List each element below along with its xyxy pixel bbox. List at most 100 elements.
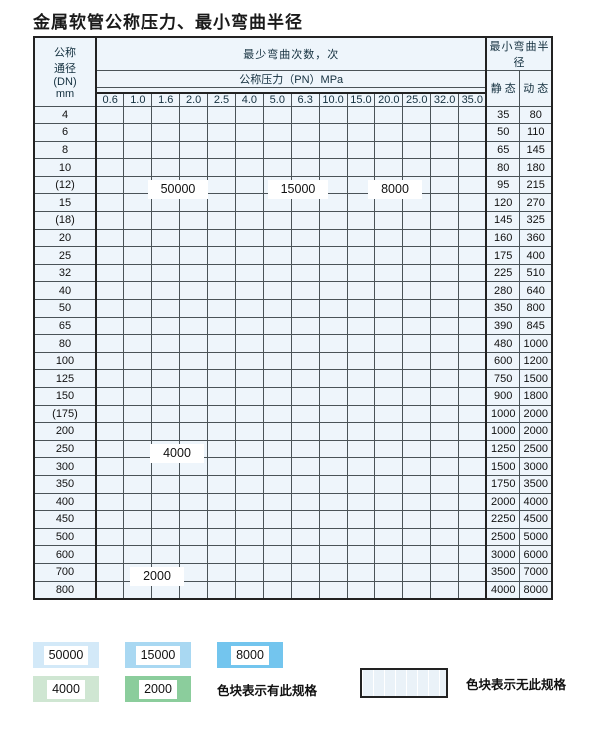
cell-spec	[234, 387, 264, 406]
cell-radius-dynamic: 3000	[518, 457, 553, 476]
cell-spec	[95, 351, 125, 371]
legend-swatch-label: 8000	[231, 645, 269, 665]
cell-spec	[262, 228, 292, 248]
cell-spec	[234, 211, 264, 230]
cell-spec	[458, 228, 488, 248]
table-row: 800 4000 8000	[33, 580, 553, 600]
cell-radius-static: 225	[485, 263, 520, 283]
cell-spec	[262, 580, 292, 600]
cell-spec	[318, 492, 348, 512]
cell-spec	[430, 562, 460, 582]
cell-spec	[318, 439, 348, 459]
cell-spec	[95, 263, 125, 283]
cell-spec	[151, 228, 181, 248]
table-row: 700 3500 7000	[33, 562, 553, 582]
cell-spec	[346, 158, 376, 177]
cell-spec	[402, 422, 432, 441]
cell-spec	[179, 263, 209, 283]
cell-spec	[318, 580, 348, 600]
cell-spec	[458, 510, 488, 529]
legend-swatch-label: 4000	[47, 679, 85, 699]
cell-radius-dynamic: 800	[518, 299, 553, 318]
cell-spec	[95, 457, 125, 476]
cell-radius-static: 145	[485, 211, 520, 230]
cell-spec	[95, 158, 125, 177]
cell-spec	[234, 263, 264, 283]
cell-spec	[123, 369, 153, 388]
cell-spec	[430, 545, 460, 564]
cell-radius-static: 95	[485, 175, 520, 195]
callout-50000: 50000	[148, 180, 208, 199]
cell-spec	[346, 457, 376, 476]
cell-spec	[207, 228, 236, 248]
header-pressure-2.0: 2.0	[179, 91, 209, 107]
cell-spec	[207, 281, 236, 301]
table-row: 50 350 800	[33, 299, 553, 318]
cell-spec	[402, 527, 432, 547]
cell-dn: 8	[33, 140, 97, 160]
cell-spec	[458, 580, 488, 600]
cell-spec	[458, 175, 488, 195]
cell-radius-static: 600	[485, 351, 520, 371]
cell-spec	[262, 140, 292, 160]
cell-radius-dynamic: 2500	[518, 439, 553, 459]
no-spec-swatch	[360, 668, 448, 698]
cell-spec	[374, 580, 404, 600]
cell-dn: 50	[33, 299, 97, 318]
cell-spec	[430, 404, 460, 424]
cell-spec	[151, 492, 181, 512]
cell-radius-static: 2000	[485, 492, 520, 512]
cell-radius-dynamic: 1500	[518, 369, 553, 388]
cell-spec	[374, 369, 404, 388]
cell-spec	[179, 527, 209, 547]
cell-dn: 700	[33, 562, 97, 582]
cell-spec	[123, 281, 153, 301]
cell-spec	[430, 123, 460, 142]
table-row: 200 1000 2000	[33, 422, 553, 441]
cell-spec	[262, 545, 292, 564]
cell-radius-dynamic: 270	[518, 193, 553, 213]
cell-spec	[458, 474, 488, 494]
header-pressure-5.0: 5.0	[262, 91, 292, 107]
cell-dn: 80	[33, 334, 97, 353]
cell-spec	[430, 387, 460, 406]
cell-spec	[402, 545, 432, 564]
cell-spec	[234, 457, 264, 476]
cell-spec	[374, 510, 404, 529]
cell-spec	[346, 299, 376, 318]
cell-spec	[318, 281, 348, 301]
cell-radius-dynamic: 845	[518, 316, 553, 336]
cell-spec	[95, 404, 125, 424]
cell-spec	[179, 246, 209, 265]
cell-spec	[207, 263, 236, 283]
cell-spec	[179, 510, 209, 529]
cell-spec	[374, 474, 404, 494]
cell-spec	[374, 492, 404, 512]
cell-radius-static: 175	[485, 246, 520, 265]
cell-spec	[179, 404, 209, 424]
cell-spec	[346, 474, 376, 494]
spec-table-container: 公称 通径 (DN) mm 最少弯曲次数，次 最小弯曲半径 公称压力（PN）MP…	[33, 36, 554, 600]
header-dn-line-4: mm	[55, 87, 75, 100]
cell-spec	[458, 158, 488, 177]
cell-dn: 65	[33, 316, 97, 336]
cell-spec	[458, 263, 488, 283]
cell-spec	[207, 545, 236, 564]
cell-radius-dynamic: 3500	[518, 474, 553, 494]
cell-dn: 200	[33, 422, 97, 441]
cell-spec	[234, 140, 264, 160]
cell-spec	[234, 369, 264, 388]
cell-spec	[402, 228, 432, 248]
cell-spec	[179, 580, 209, 600]
cell-spec	[430, 228, 460, 248]
cell-spec	[234, 105, 264, 125]
cell-spec	[290, 404, 320, 424]
table-row: 25 175 400	[33, 246, 553, 265]
cell-spec	[430, 492, 460, 512]
cell-spec	[458, 422, 488, 441]
cell-spec	[374, 351, 404, 371]
cell-spec	[151, 211, 181, 230]
cell-spec	[179, 545, 209, 564]
table-row: 32 225 510	[33, 263, 553, 283]
cell-spec	[318, 404, 348, 424]
